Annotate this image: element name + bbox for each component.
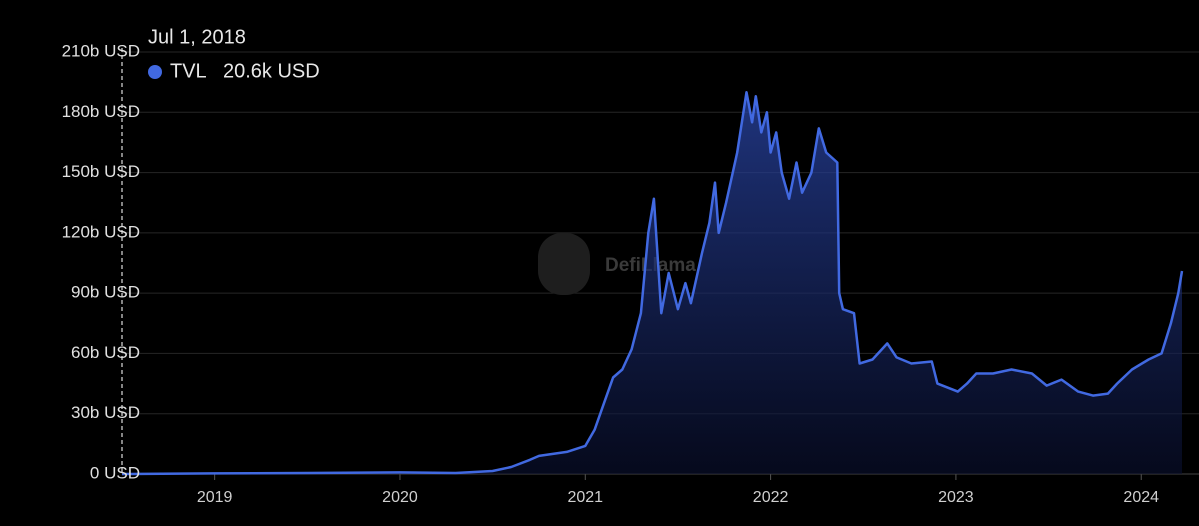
y-tick-label: 210b USD <box>62 41 140 60</box>
y-tick-label: 90b USD <box>71 283 140 302</box>
x-tick-label: 2019 <box>197 489 233 506</box>
y-tick-label: 150b USD <box>62 162 140 181</box>
y-tick-label: 180b USD <box>62 102 140 121</box>
area <box>122 92 1182 474</box>
y-tick-label: 120b USD <box>62 222 140 241</box>
plot <box>121 90 1184 476</box>
y-tick-label: 0 USD <box>90 463 140 482</box>
x-tick-label: 2020 <box>382 489 418 506</box>
tooltip-series: TVL <box>170 60 207 82</box>
tooltip-date: Jul 1, 2018 <box>148 26 246 48</box>
x-tick-label: 2023 <box>938 489 974 506</box>
tooltip-value: 20.6k USD <box>223 60 320 82</box>
line <box>121 90 1184 476</box>
tooltip-marker <box>148 65 162 79</box>
watermark-logo <box>538 233 590 295</box>
y-tick-label: 60b USD <box>71 343 140 362</box>
x-tick-label: 2024 <box>1123 489 1159 506</box>
x-tick-label: 2022 <box>753 489 789 506</box>
x-tick-label: 2021 <box>567 489 603 506</box>
y-tick-label: 30b USD <box>71 403 140 422</box>
